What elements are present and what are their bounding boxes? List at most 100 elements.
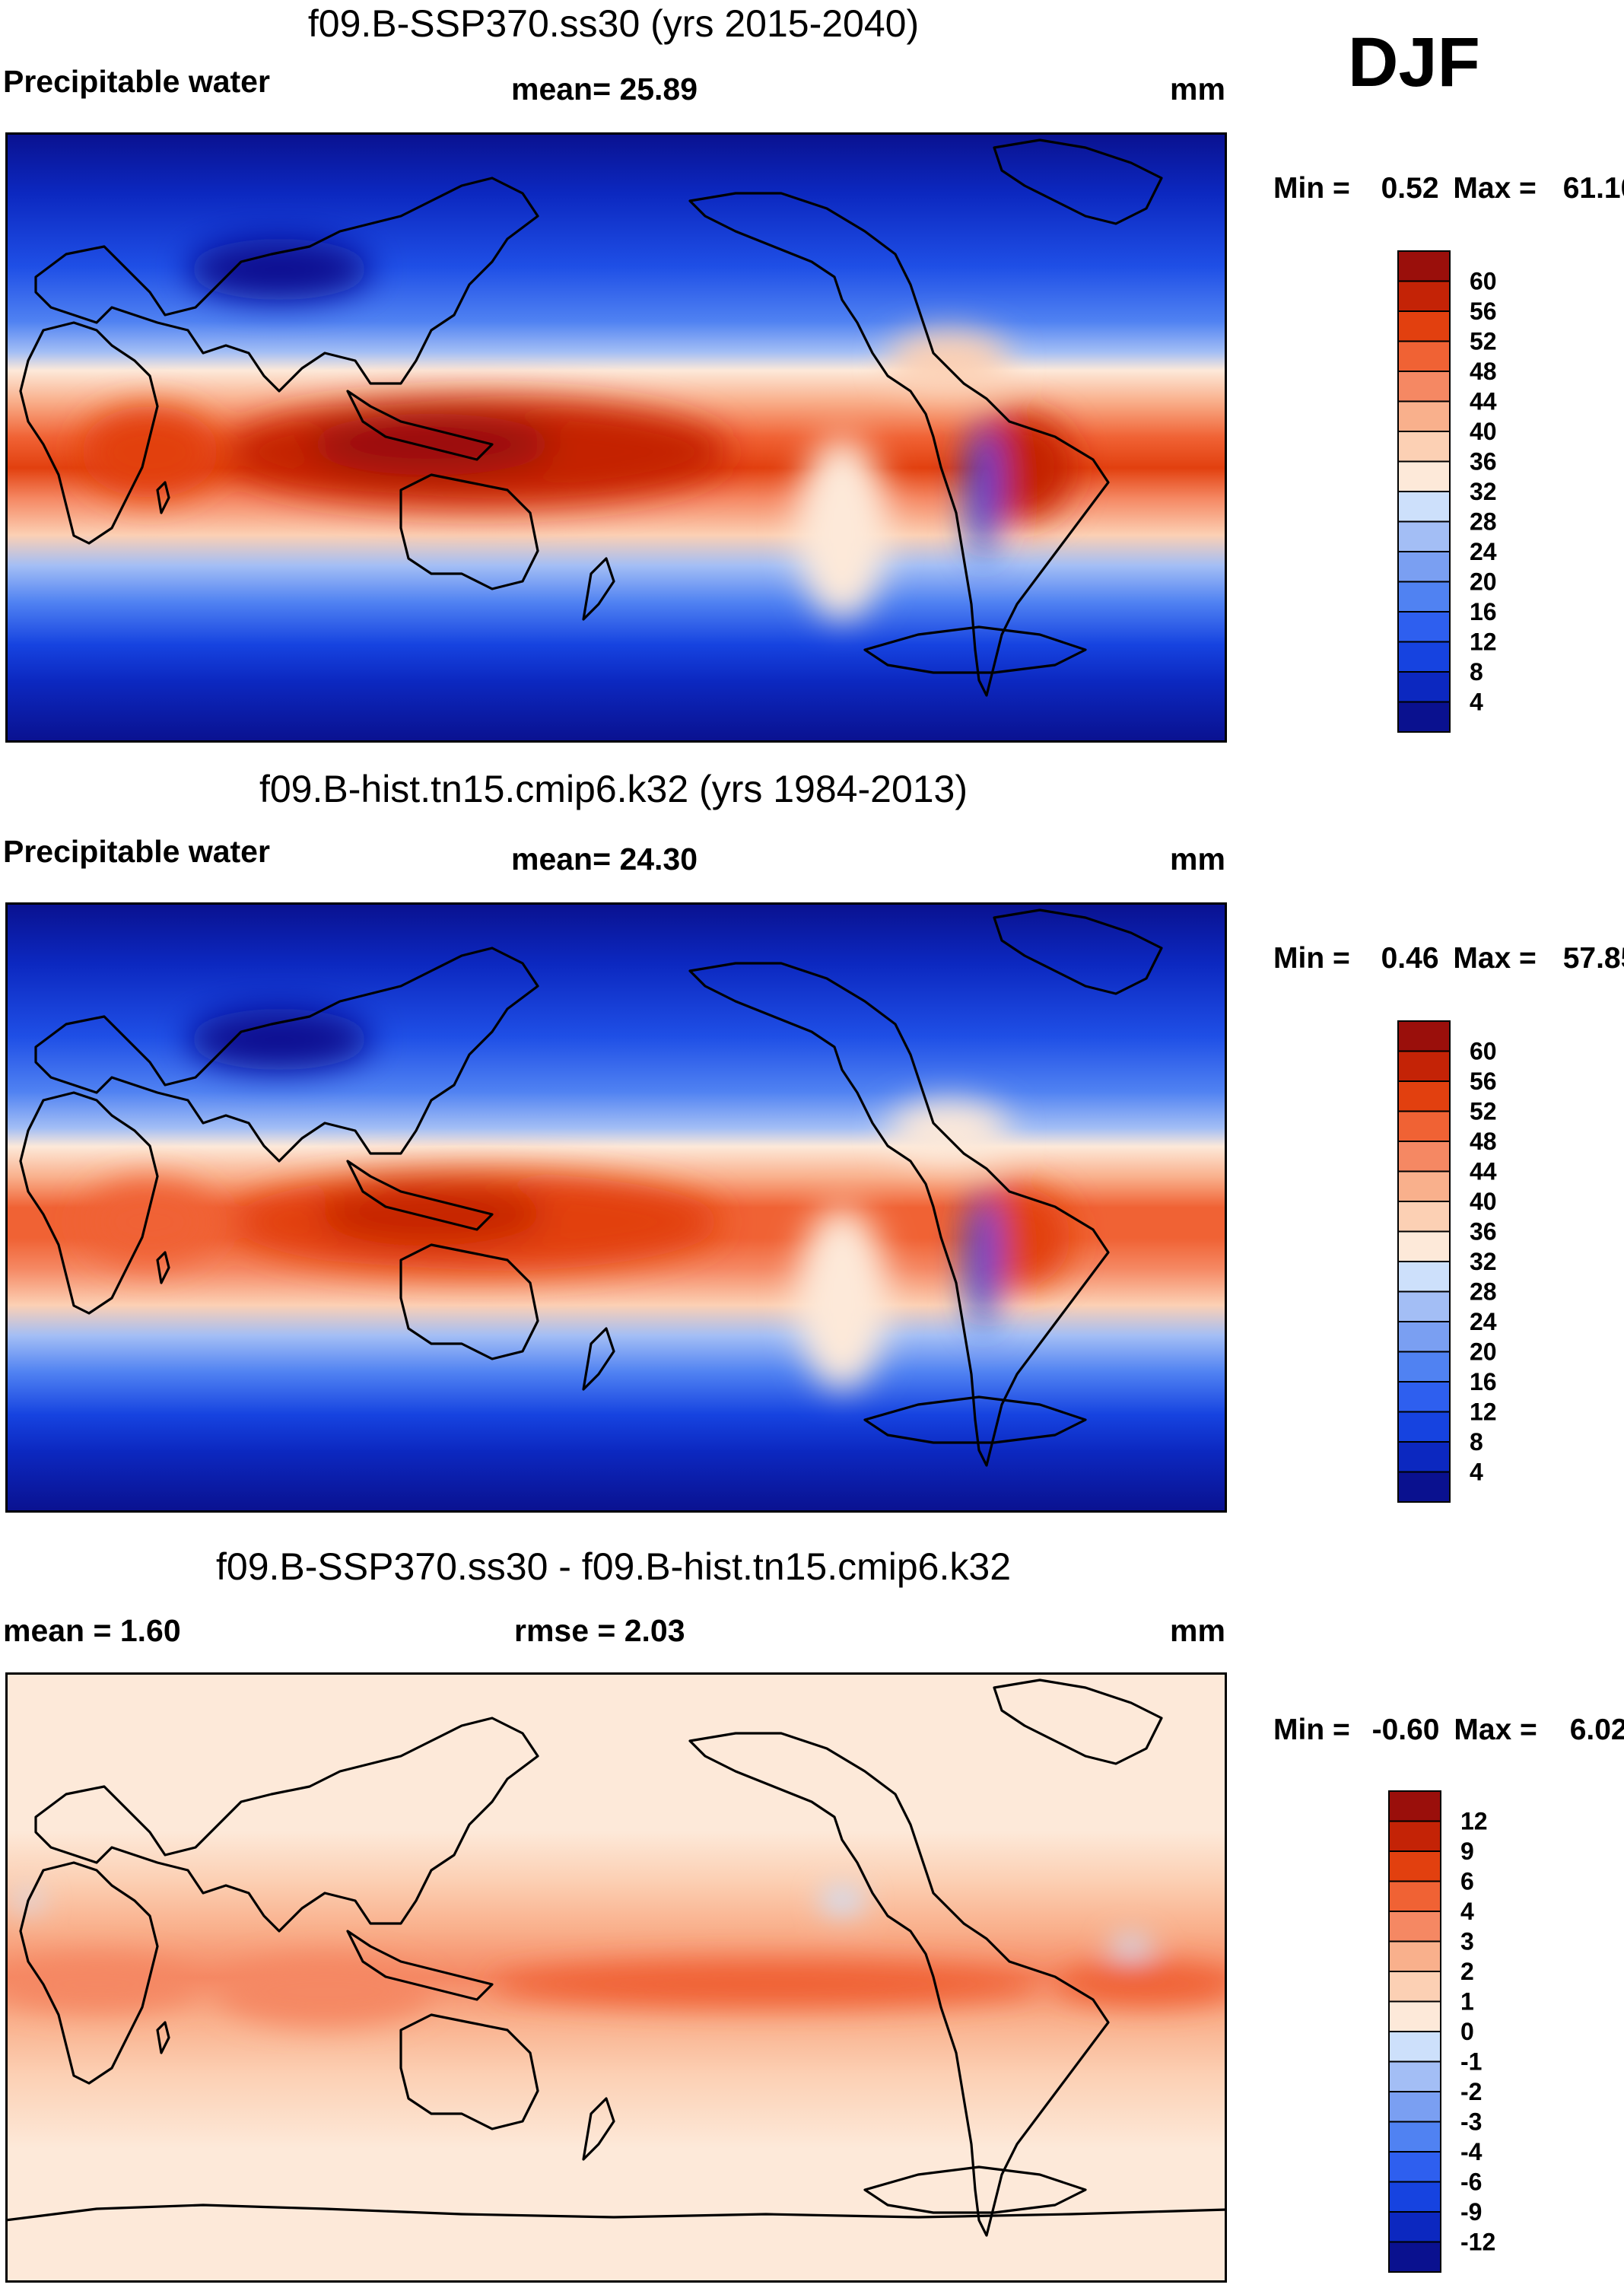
- colorbar-label-2-12: 52: [1470, 1098, 1497, 1125]
- panel1-colorbar: 4 8 12 16 20 24 28 32 36 40 44 48 52 56 60: [1397, 250, 1550, 738]
- colorbar-box-2-12: [1397, 1110, 1451, 1142]
- colorbar-box-2-8: [1397, 1230, 1451, 1262]
- colorbar-box-1-1: [1397, 671, 1451, 703]
- colorbar-box-1-13: [1397, 310, 1451, 342]
- colorbar-box-1-4: [1397, 581, 1451, 613]
- panel2-colorbar: 4 8 12 16 20 24 28 32 36 40 44 48 52 56 60: [1397, 1020, 1550, 1508]
- panel2-mean: mean= 24.30: [511, 842, 698, 877]
- colorbar-box-1-5: [1397, 551, 1451, 583]
- colorbar-label-2-6: 28: [1470, 1278, 1497, 1306]
- colorbar-box-2-15: [1397, 1020, 1451, 1052]
- colorbar-label-2-0: 4: [1470, 1459, 1483, 1486]
- colorbar-label-1-0: 4: [1470, 689, 1483, 716]
- colorbar-label-3-13: 9: [1460, 1838, 1474, 1865]
- panel2-tibet-dry: [188, 1009, 370, 1070]
- colorbar-box-2-0: [1397, 1471, 1451, 1503]
- panel2-title: f09.B-hist.tn15.cmip6.k32 (yrs 1984-2013…: [259, 768, 968, 810]
- panel3-max-label: Max =: [1454, 1713, 1537, 1746]
- colorbar-box-3-9: [1388, 1971, 1441, 2003]
- colorbar-label-1-1: 8: [1470, 658, 1483, 686]
- colorbar-box-3-0: [1388, 2241, 1441, 2273]
- panel3-neg-npacific: [819, 1887, 865, 1914]
- panel1-frame: [5, 132, 1227, 743]
- colorbar-label-3-9: 2: [1460, 1958, 1474, 1985]
- panel2-units: mm: [1170, 842, 1225, 877]
- panel1-pacific-tongue: [796, 437, 888, 619]
- colorbar-label-2-10: 44: [1470, 1158, 1497, 1185]
- panel2-africa-max: [85, 1180, 215, 1264]
- colorbar-label-2-7: 32: [1470, 1248, 1497, 1275]
- colorbar-label-3-12: 6: [1460, 1868, 1474, 1895]
- panel2-andes-dry: [968, 1192, 998, 1328]
- colorbar-box-2-7: [1397, 1261, 1451, 1293]
- panel2-min-label: Min =: [1273, 942, 1350, 975]
- colorbar-box-2-10: [1397, 1170, 1451, 1202]
- panel1-minmax: Min = 0.52 Max = 61.10: [1273, 172, 1624, 205]
- panel3-coastlines: [5, 1678, 1227, 2237]
- colorbar-box-1-7: [1397, 491, 1451, 523]
- colorbar-box-1-8: [1397, 460, 1451, 492]
- colorbar-label-3-4: -3: [1460, 2108, 1482, 2136]
- panel1-min-label: Min =: [1273, 172, 1350, 205]
- colorbar-label-2-5: 24: [1470, 1308, 1497, 1335]
- panel2-max-value: 57.85: [1562, 942, 1624, 975]
- colorbar-label-3-14: 12: [1460, 1808, 1488, 1835]
- panel1-gulf-moist: [888, 330, 1009, 391]
- colorbar-box-3-7: [1388, 2031, 1441, 2063]
- colorbar-box-1-3: [1397, 611, 1451, 643]
- colorbar-box-1-14: [1397, 280, 1451, 312]
- colorbar-label-3-7: 0: [1460, 2018, 1474, 2045]
- panel3-africa-band: [5, 1958, 195, 2011]
- panel2-minmax: Min = 0.46 Max = 57.85: [1273, 942, 1624, 975]
- colorbar-label-1-5: 24: [1470, 538, 1497, 565]
- panel2-frame: [5, 902, 1227, 1513]
- colorbar-box-2-9: [1397, 1201, 1451, 1233]
- colorbar-label-1-7: 32: [1470, 478, 1497, 505]
- panel1-tibet-dry: [188, 239, 370, 300]
- colorbar-box-3-8: [1388, 2000, 1441, 2032]
- panel3-frame: [5, 1672, 1227, 2283]
- panel1-mean: mean= 25.89: [511, 72, 698, 107]
- colorbar-box-2-1: [1397, 1441, 1451, 1473]
- colorbar-box-2-3: [1397, 1381, 1451, 1413]
- colorbar-box-2-6: [1397, 1290, 1451, 1322]
- colorbar-label-3-10: 3: [1460, 1928, 1474, 1955]
- colorbar-box-1-11: [1397, 371, 1451, 403]
- colorbar-box-1-2: [1397, 641, 1451, 673]
- panel2-max-label: Max =: [1453, 942, 1537, 975]
- colorbar-label-1-12: 52: [1470, 328, 1497, 355]
- panel3-pacific-band: [492, 1962, 1040, 2007]
- panel1-max-value: 61.10: [1562, 172, 1624, 205]
- colorbar-label-2-13: 56: [1470, 1068, 1497, 1095]
- panel1-coastlines: [19, 138, 1163, 697]
- colorbar-label-1-11: 48: [1470, 358, 1497, 385]
- panel1-min-value: 0.52: [1381, 172, 1439, 205]
- panel1-warmpool-core: [310, 414, 553, 475]
- panel3-minmax: Min = -0.60 Max = 6.02: [1273, 1713, 1624, 1747]
- colorbar-label-2-9: 40: [1470, 1188, 1497, 1215]
- colorbar-label-1-4: 20: [1470, 568, 1497, 596]
- colorbar-label-1-2: 12: [1470, 628, 1497, 656]
- colorbar-box-3-12: [1388, 1880, 1441, 1912]
- colorbar-box-1-6: [1397, 520, 1451, 552]
- panel3-units: mm: [1170, 1613, 1225, 1648]
- colorbar-box-3-3: [1388, 2151, 1441, 2183]
- colorbar-box-3-1: [1388, 2211, 1441, 2243]
- colorbar-box-3-6: [1388, 2060, 1441, 2092]
- colorbar-box-2-4: [1397, 1351, 1451, 1383]
- panel3-atlantic-band: [1055, 1963, 1227, 2006]
- panel2-pacific-tongue: [796, 1207, 888, 1389]
- colorbar-box-2-13: [1397, 1080, 1451, 1112]
- colorbar-label-2-14: 60: [1470, 1038, 1497, 1065]
- colorbar-box-3-14: [1388, 1820, 1441, 1852]
- colorbar-label-1-8: 36: [1470, 448, 1497, 476]
- colorbar-label-2-2: 12: [1470, 1398, 1497, 1426]
- panel3-title: f09.B-SSP370.ss30 - f09.B-hist.tn15.cmip…: [216, 1545, 1011, 1588]
- colorbar-box-3-15: [1388, 1790, 1441, 1822]
- colorbar-box-2-14: [1397, 1050, 1451, 1082]
- panel3-neg-natlantic: [1108, 1936, 1154, 1957]
- colorbar-box-1-9: [1397, 431, 1451, 463]
- colorbar-label-3-11: 4: [1460, 1898, 1474, 1925]
- colorbar-label-3-8: 1: [1460, 1988, 1474, 2016]
